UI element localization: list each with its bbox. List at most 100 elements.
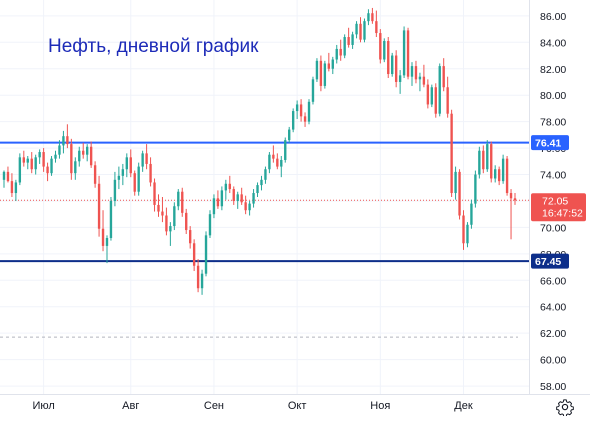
x-tick-label: Сен	[204, 400, 224, 412]
candle-body	[367, 13, 370, 22]
resistance-badge: 76.41	[531, 135, 569, 151]
candle-body	[497, 169, 501, 182]
candle-body	[66, 136, 69, 145]
y-tick-label: 60.00	[540, 355, 566, 367]
candle-body	[192, 243, 196, 266]
candle-body	[371, 13, 374, 22]
candle-body	[74, 161, 77, 174]
candle-body	[446, 87, 449, 114]
candle-body	[458, 171, 461, 216]
candle-body	[410, 66, 414, 77]
candle-body	[177, 191, 180, 207]
candle-body	[434, 87, 437, 114]
candle-body	[398, 75, 402, 82]
candle-body	[220, 190, 224, 207]
candle-body	[394, 55, 398, 82]
candle-body	[188, 230, 192, 244]
y-tick-label: 82.00	[540, 64, 566, 76]
candle-body	[256, 185, 259, 194]
candle-body	[288, 129, 291, 141]
candle-body	[212, 198, 216, 215]
candle-body	[466, 224, 469, 244]
candle-body	[228, 183, 231, 190]
candle-body	[216, 198, 220, 207]
candle-body	[113, 179, 117, 201]
candle-body	[244, 202, 247, 211]
current-price-badge: 72.05 16:47:52	[531, 193, 586, 222]
candle-body	[34, 157, 37, 170]
candle-body	[482, 150, 485, 170]
candle-body	[121, 169, 125, 176]
candle-body	[149, 163, 152, 183]
candle-body	[319, 60, 323, 86]
candle-body	[343, 37, 346, 56]
y-tick-label: 62.00	[540, 328, 566, 340]
x-tick-label: Окт	[288, 400, 307, 412]
candle-body	[327, 63, 331, 69]
y-tick-label: 80.00	[540, 90, 566, 102]
candle-body	[375, 21, 378, 34]
time-axis[interactable]: Июл Авг Сен Окт Ноя Дек	[32, 400, 472, 412]
candle-body	[200, 273, 204, 289]
candle-body	[38, 152, 41, 158]
gear-icon[interactable]	[556, 398, 574, 418]
candle-body	[486, 144, 489, 170]
candle-body	[454, 171, 457, 194]
candle-body	[185, 212, 188, 231]
y-tick-label: 74.00	[540, 170, 566, 182]
candle-body	[474, 174, 477, 204]
candle-body	[303, 116, 307, 122]
candle-body	[105, 237, 109, 246]
y-tick-label: 86.00	[540, 11, 566, 23]
candle-body	[93, 165, 97, 184]
candle-body	[470, 203, 473, 225]
candle-body	[82, 150, 85, 155]
candle-body	[85, 146, 89, 155]
candle-body	[494, 169, 497, 179]
candle-body	[50, 158, 53, 174]
candle-body	[125, 157, 128, 170]
candle-body	[181, 191, 184, 213]
candle-body	[153, 182, 156, 205]
y-tick-label: 66.00	[540, 275, 566, 287]
candle-body	[173, 206, 176, 227]
candle-body	[232, 189, 235, 201]
candle-body	[295, 104, 299, 112]
candle-body	[505, 158, 509, 194]
chart-title: Нефть, дневной график	[48, 36, 259, 57]
candle-body	[268, 154, 271, 170]
candle-body	[6, 171, 10, 182]
candle-body	[276, 158, 279, 167]
candle-body	[236, 194, 239, 201]
support-badge: 67.45	[531, 253, 569, 269]
candle-body	[54, 154, 57, 159]
candle-body	[280, 159, 283, 167]
candle-body	[42, 152, 45, 167]
candle-body	[335, 48, 338, 60]
candle-body	[204, 235, 208, 274]
candle-body	[208, 214, 212, 236]
y-tick-label: 78.00	[540, 117, 566, 129]
candle-body	[351, 34, 354, 45]
candle-body	[137, 166, 140, 192]
candle-body	[355, 23, 358, 35]
candle-body	[414, 66, 418, 80]
x-tick-label: Ноя	[370, 400, 390, 412]
x-tick-label: Июл	[32, 400, 54, 412]
candle-body	[10, 181, 14, 194]
candle-body	[161, 211, 164, 216]
candle-body	[501, 158, 505, 182]
candle-body	[430, 87, 434, 105]
candle-body	[89, 146, 93, 166]
candle-body	[422, 76, 426, 85]
candle-body	[169, 226, 172, 232]
candle-body	[509, 193, 513, 199]
candle-body	[311, 79, 315, 102]
candle-body	[490, 144, 493, 179]
candles-group	[2, 7, 517, 295]
candle-body	[291, 111, 295, 130]
candle-body	[299, 104, 303, 117]
candle-body	[196, 265, 200, 289]
candle-body	[22, 157, 25, 163]
